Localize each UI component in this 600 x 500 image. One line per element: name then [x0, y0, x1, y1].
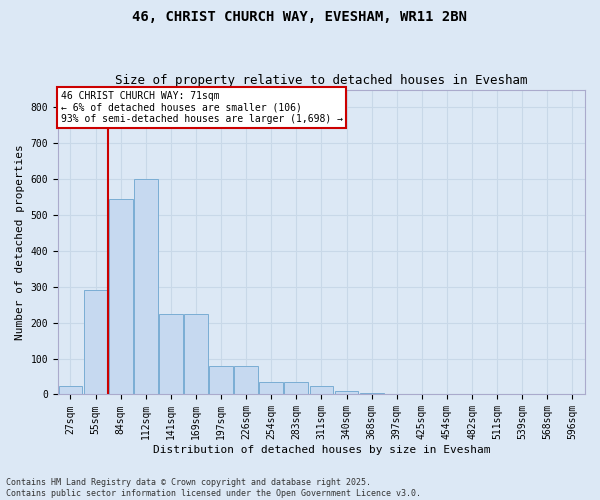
Bar [360, 392, 383, 394]
Bar [284, 382, 308, 394]
X-axis label: Distribution of detached houses by size in Evesham: Distribution of detached houses by size … [153, 445, 490, 455]
Bar [83, 290, 107, 395]
Bar [159, 314, 183, 394]
Text: 46 CHRIST CHURCH WAY: 71sqm
← 6% of detached houses are smaller (106)
93% of sem: 46 CHRIST CHURCH WAY: 71sqm ← 6% of deta… [61, 91, 343, 124]
Bar [234, 366, 258, 394]
Text: 46, CHRIST CHURCH WAY, EVESHAM, WR11 2BN: 46, CHRIST CHURCH WAY, EVESHAM, WR11 2BN [133, 10, 467, 24]
Bar [184, 314, 208, 394]
Y-axis label: Number of detached properties: Number of detached properties [15, 144, 25, 340]
Bar [259, 382, 283, 394]
Bar [134, 179, 158, 394]
Bar [310, 386, 334, 394]
Text: Contains HM Land Registry data © Crown copyright and database right 2025.
Contai: Contains HM Land Registry data © Crown c… [6, 478, 421, 498]
Bar [335, 391, 358, 394]
Title: Size of property relative to detached houses in Evesham: Size of property relative to detached ho… [115, 74, 528, 87]
Bar [109, 199, 133, 394]
Bar [59, 386, 82, 394]
Bar [209, 366, 233, 394]
